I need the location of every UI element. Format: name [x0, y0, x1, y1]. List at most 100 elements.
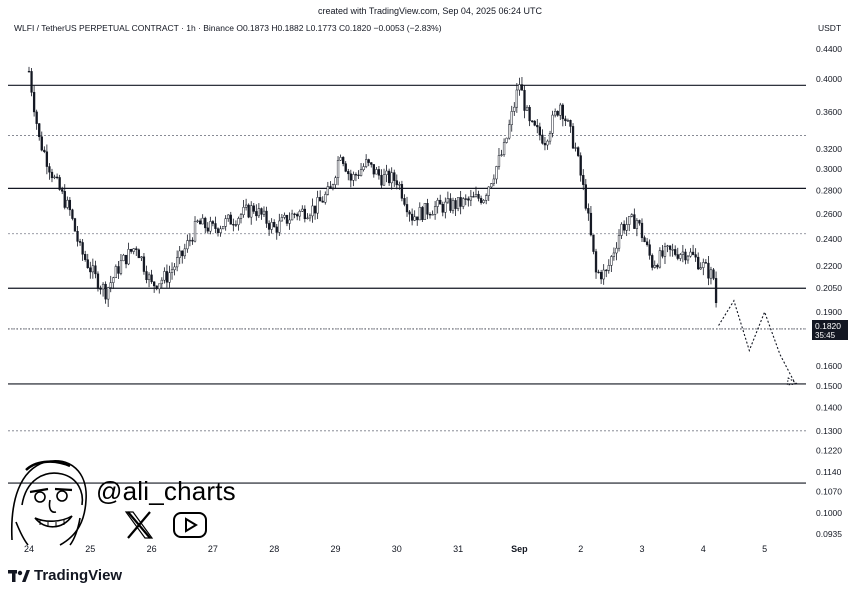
candle-body — [173, 266, 176, 271]
candle-body — [656, 265, 659, 268]
candle-body — [252, 205, 255, 212]
candle-body — [681, 251, 685, 255]
candle-body — [242, 207, 245, 216]
price-tick-label: 0.3200 — [816, 144, 842, 154]
time-axis[interactable]: 24 25 26 27 28 29 30 31 Sep 2 3 4 5 — [24, 544, 767, 554]
candle-body — [255, 211, 258, 217]
candle-body — [387, 170, 391, 184]
candle-body — [96, 273, 100, 289]
candle-body — [239, 214, 243, 219]
candle-body — [686, 255, 690, 261]
candle-body — [714, 278, 718, 304]
candle-body — [324, 194, 327, 203]
candle-body — [112, 277, 115, 283]
candle-body — [663, 246, 667, 257]
price-badge-bg — [812, 320, 848, 340]
candle-body — [630, 214, 633, 217]
candle-body — [283, 214, 286, 218]
candle-body — [267, 223, 271, 230]
candle-body — [605, 269, 608, 272]
candle-body — [181, 250, 184, 257]
candle-body — [584, 184, 587, 209]
candle-body — [321, 200, 324, 203]
candle-body — [278, 220, 281, 233]
candle-body — [607, 265, 610, 271]
candle-body — [84, 254, 87, 260]
symbol-legend: WLFI / TetherUS PERPETUAL CONTRACT · 1h … — [14, 23, 442, 33]
candle-body — [536, 125, 539, 128]
candle-body — [206, 227, 209, 232]
candle-body — [410, 213, 414, 221]
candle-body — [344, 163, 347, 172]
candle-body — [145, 271, 148, 280]
candle-body — [620, 223, 623, 236]
candle-body — [130, 249, 133, 252]
candle-body — [357, 174, 360, 176]
candle-body — [158, 283, 161, 290]
candle-body — [224, 218, 227, 227]
candle-body — [86, 259, 89, 269]
candle-body — [114, 266, 117, 279]
chart-credit: created with TradingView.com, Sep 04, 20… — [318, 6, 542, 16]
candle-body — [671, 249, 674, 251]
candle-body — [592, 234, 595, 252]
price-axis[interactable]: 0.4400 0.4000 0.3600 0.3200 0.3000 0.2800 0.26… — [816, 44, 842, 539]
candle-body — [408, 211, 411, 215]
candle-body — [319, 197, 322, 202]
candle-body — [43, 149, 46, 152]
price-tick-label: 0.0935 — [816, 529, 842, 539]
candle-body — [421, 207, 424, 220]
candle-body — [347, 171, 350, 175]
candle-body — [201, 217, 204, 225]
candle-body — [508, 124, 511, 139]
candle-body — [107, 287, 110, 300]
candle-body — [250, 205, 253, 218]
candle-body — [27, 71, 31, 73]
candle-body — [474, 193, 478, 197]
candle-body — [127, 249, 130, 265]
candle-body — [244, 204, 248, 208]
candle-body — [163, 271, 166, 281]
ohlc-open: O0.1873 — [236, 23, 269, 33]
time-tick-label: 29 — [330, 544, 340, 554]
projected-path-line — [718, 299, 796, 385]
candle-body — [316, 197, 319, 214]
candle-body — [260, 208, 263, 215]
candle-body — [684, 251, 687, 261]
time-tick-label: 5 — [762, 544, 767, 554]
candle-body — [247, 204, 250, 218]
avatar — [10, 460, 87, 546]
candle-body — [543, 143, 547, 146]
candle-body — [342, 157, 345, 164]
candle-body — [191, 239, 194, 242]
candle-body — [221, 226, 225, 230]
price-tick-label: 0.4400 — [816, 44, 842, 54]
candle-body — [140, 256, 143, 259]
candle-body — [569, 120, 572, 127]
candle-body — [546, 140, 549, 146]
candle-body — [359, 169, 363, 176]
candle-body — [301, 208, 304, 212]
candle-body — [61, 189, 64, 192]
candle-body — [433, 206, 437, 215]
candle-body — [385, 170, 388, 175]
candle-body — [431, 214, 434, 216]
candle-body — [132, 248, 135, 252]
candle-body — [459, 197, 462, 207]
candle-body — [635, 220, 639, 229]
candles — [8, 66, 806, 330]
currency-label: USDT — [818, 23, 842, 33]
candle-body — [298, 211, 301, 217]
price-tick-label: 0.1500 — [816, 381, 842, 391]
candle-body — [628, 216, 631, 225]
candle-body — [234, 224, 238, 226]
candle-body — [293, 213, 296, 215]
candle-body — [53, 176, 56, 179]
price-badge-countdown: 35:45 — [815, 331, 836, 340]
candle-body — [477, 193, 480, 199]
candle-body — [45, 151, 49, 167]
candle-body — [329, 186, 332, 189]
candle-body — [273, 221, 276, 228]
candle-body — [423, 203, 427, 220]
